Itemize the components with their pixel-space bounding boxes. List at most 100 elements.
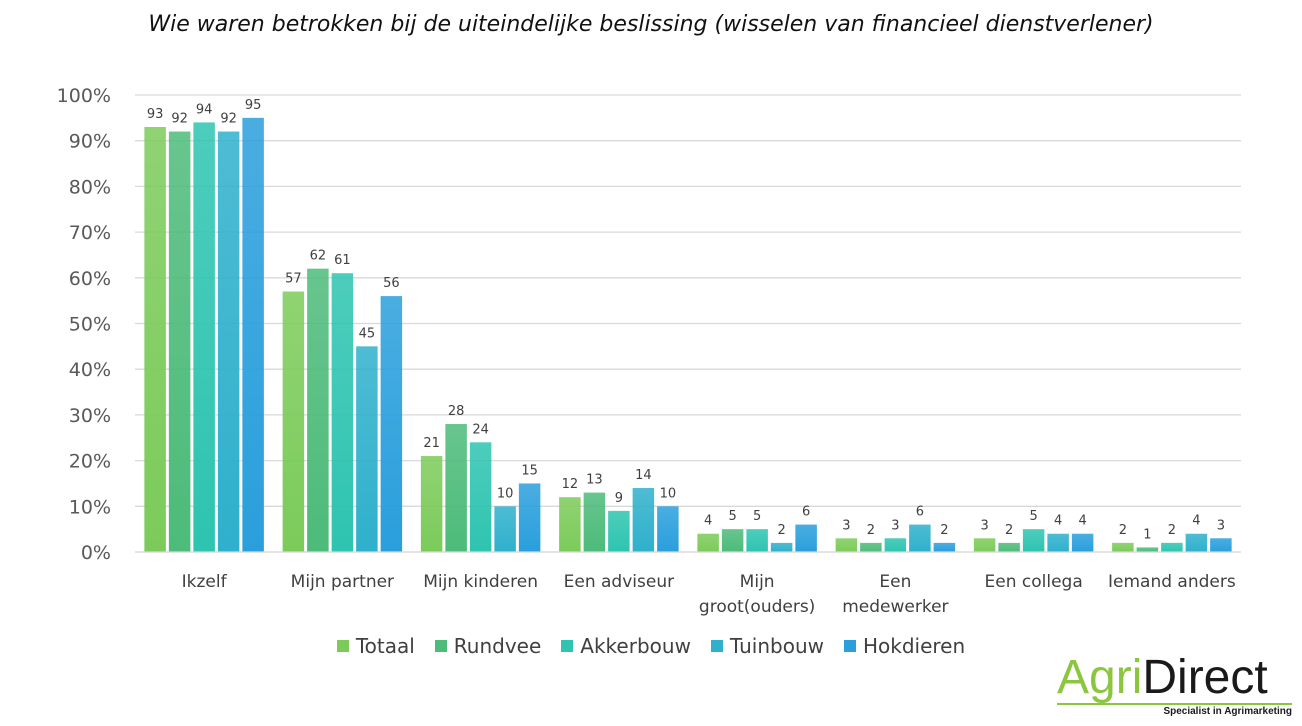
x-category-label: groot(ouders) [699, 597, 815, 617]
y-tick-label: 30% [69, 405, 111, 427]
y-tick-label: 90% [69, 131, 111, 153]
data-label: 13 [586, 473, 603, 488]
legend-item: Akkerbouw [561, 634, 691, 658]
chart-title: Wie waren betrokken bij de uiteindelijke… [148, 12, 1154, 37]
bar [1210, 538, 1232, 552]
bar [1047, 533, 1069, 552]
bar [193, 122, 215, 553]
bar [1136, 547, 1159, 552]
bar [1112, 542, 1134, 552]
x-category-label: Een collega [985, 572, 1083, 592]
bar [144, 126, 166, 553]
bar [608, 510, 630, 552]
y-tick-label: 20% [69, 451, 111, 473]
bar [973, 538, 996, 552]
bar [420, 456, 443, 552]
data-label: 62 [310, 249, 327, 264]
legend-label: Tuinbouw [729, 634, 824, 658]
bar [860, 542, 882, 552]
data-label: 95 [245, 98, 262, 113]
y-tick-label: 60% [69, 268, 111, 290]
bar [469, 442, 492, 552]
legend-swatch [336, 640, 349, 652]
y-tick-label: 80% [69, 176, 111, 198]
data-label: 5 [753, 509, 761, 524]
legend-item: Totaal [336, 634, 415, 658]
data-label: 4 [1078, 514, 1086, 529]
data-label: 28 [448, 404, 465, 419]
data-label: 2 [1119, 523, 1127, 538]
legend-label: Rundvee [453, 634, 542, 658]
bar [884, 538, 907, 552]
bar [697, 533, 719, 552]
data-label: 5 [728, 509, 736, 524]
logo-direct: Direct [1142, 651, 1268, 704]
bar [721, 529, 744, 552]
data-label: 2 [940, 523, 948, 538]
data-label: 12 [562, 477, 579, 492]
bar [282, 291, 305, 552]
legend-label: Akkerbouw [580, 634, 691, 658]
data-label: 10 [497, 486, 514, 501]
logo-underline [1057, 703, 1292, 705]
legend-item: Tuinbouw [710, 634, 824, 658]
legend-swatch [561, 640, 574, 652]
bar [746, 529, 768, 552]
data-label: 2 [1005, 523, 1013, 538]
bar [909, 524, 931, 552]
legend-swatch [843, 640, 856, 652]
bar [835, 538, 858, 552]
bar [632, 488, 655, 552]
x-category-label: Mijn [740, 572, 775, 592]
data-label: 92 [220, 112, 237, 127]
x-category-label: Ikzelf [182, 572, 228, 592]
data-label: 92 [171, 112, 188, 127]
bar [217, 131, 240, 552]
bar [242, 117, 264, 552]
y-tick-label: 0% [81, 542, 111, 564]
bar [1161, 542, 1183, 552]
data-label: 2 [777, 523, 785, 538]
bar [1022, 529, 1045, 552]
bar [933, 542, 956, 552]
data-label: 24 [472, 422, 489, 437]
y-tick-label: 100% [57, 85, 111, 107]
x-category-label: Mijn kinderen [423, 572, 538, 592]
bar [583, 492, 606, 552]
y-tick-label: 50% [69, 314, 111, 336]
data-label: 1 [1143, 527, 1151, 542]
y-tick-label: 10% [69, 496, 111, 518]
bar [1071, 533, 1094, 552]
legend-label: Hokdieren [862, 634, 966, 658]
bar [1185, 533, 1208, 552]
data-label: 57 [285, 272, 302, 287]
logo-wordmark: AgriDirect [1057, 654, 1292, 702]
legend-label: Totaal [355, 634, 415, 658]
bar [168, 131, 191, 552]
data-label: 56 [383, 276, 400, 291]
data-label: 3 [1217, 518, 1225, 533]
bar [657, 506, 679, 552]
bar [356, 346, 378, 552]
data-label: 94 [196, 102, 213, 117]
bar [380, 296, 403, 552]
x-category-label: Iemand anders [1108, 572, 1236, 592]
y-tick-label: 70% [69, 222, 111, 244]
y-tick-label: 40% [69, 359, 111, 381]
legend: Totaal Rundvee Akkerbouw Tuinbouw Hokdieren [0, 634, 1302, 658]
data-label: 6 [916, 505, 924, 520]
data-label: 4 [1054, 514, 1062, 529]
data-label: 4 [1192, 514, 1200, 529]
agridirect-logo: AgriDirect Specialist in Agrimarketing [1057, 654, 1292, 717]
data-label: 9 [615, 491, 623, 506]
data-label: 45 [359, 326, 376, 341]
x-category-label: Een adviseur [564, 572, 674, 592]
data-label: 6 [802, 505, 810, 520]
bar [494, 506, 516, 552]
x-category-label: medewerker [842, 597, 948, 617]
logo-tagline: Specialist in Agrimarketing [1163, 706, 1292, 717]
data-label: 21 [423, 436, 440, 451]
bar [445, 424, 467, 552]
data-label: 3 [891, 518, 899, 533]
